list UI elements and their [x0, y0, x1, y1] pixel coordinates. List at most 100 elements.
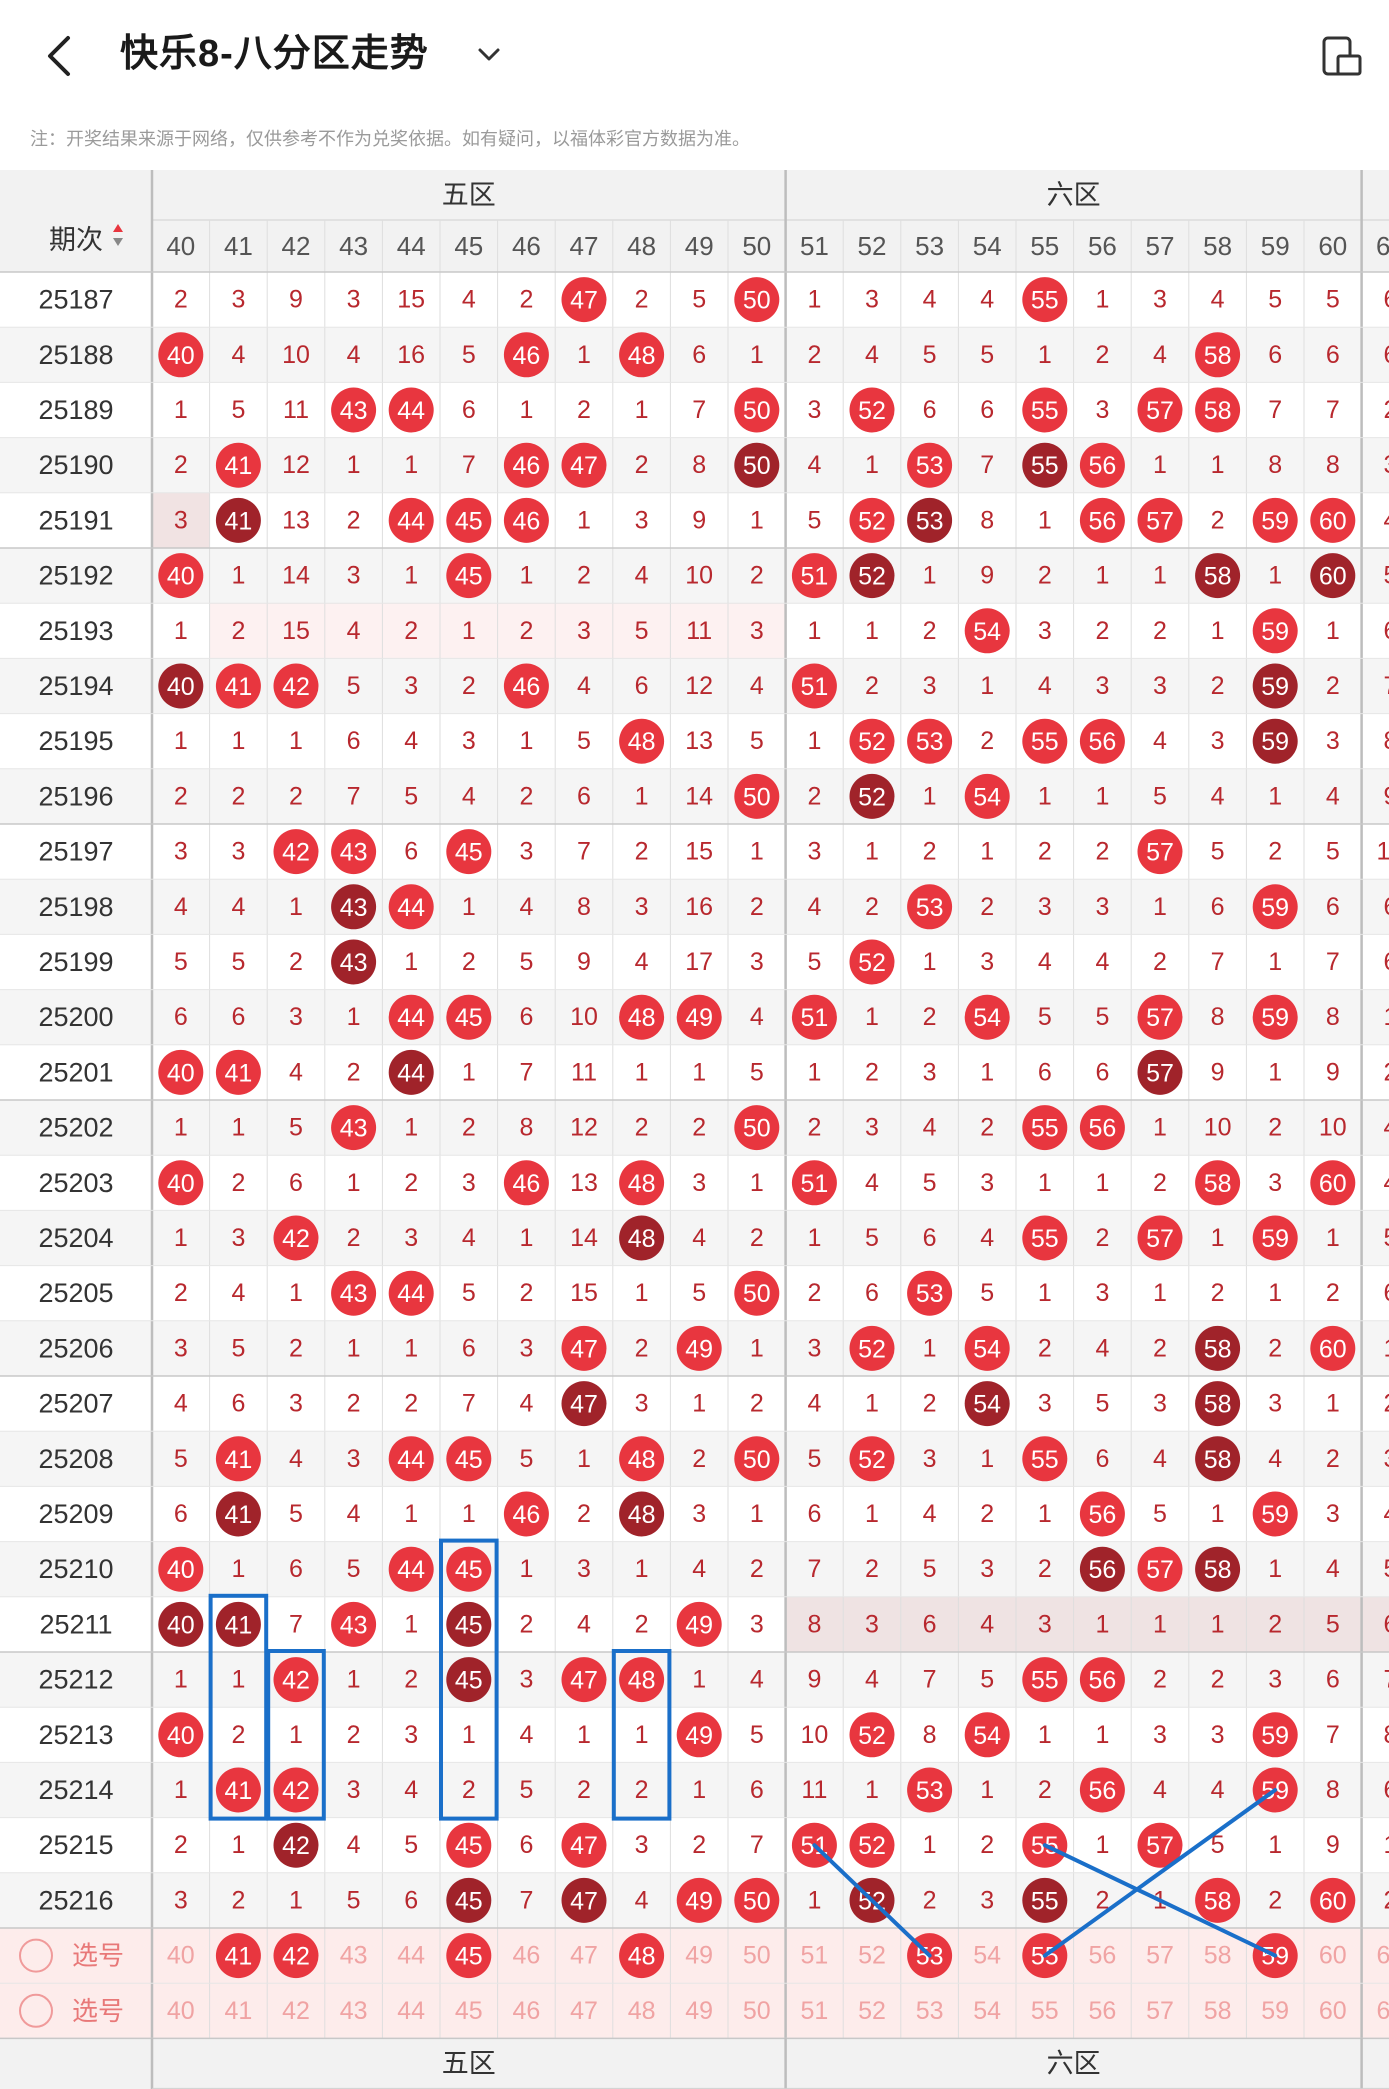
select-ball[interactable]: 44: [397, 1997, 425, 2025]
select-ball[interactable]: 57: [1146, 1942, 1174, 1970]
miss-count: 8: [1326, 451, 1340, 479]
select-ball[interactable]: 46: [512, 1942, 540, 1970]
select-ball[interactable]: 51: [800, 1942, 828, 1970]
miss-count: 1: [923, 782, 937, 810]
select-ball-number[interactable]: 42: [282, 1943, 310, 1971]
hit-ball: [158, 1049, 204, 1095]
sort-desc-icon[interactable]: [113, 238, 123, 246]
miss-count: 3: [347, 562, 361, 590]
select-radio[interactable]: [19, 1938, 53, 1973]
select-ball-number[interactable]: 41: [224, 1943, 252, 1971]
select-ball[interactable]: 53: [916, 1997, 944, 2025]
col-header-50: 50: [742, 231, 771, 261]
hit-ball-number: 56: [1088, 1115, 1116, 1143]
select-ball-number[interactable]: 45: [455, 1943, 483, 1971]
select-ball[interactable]: 43: [340, 1997, 368, 2025]
miss-count: 1: [1383, 1003, 1389, 1031]
miss-count: 12: [570, 1114, 598, 1142]
hit-ball-number: 48: [628, 1446, 656, 1474]
period-label: 25213: [38, 1720, 113, 1750]
select-ball[interactable]: 55: [1031, 1997, 1059, 2025]
miss-count: 2: [1268, 1334, 1282, 1362]
select-ball[interactable]: 46: [512, 1997, 540, 2025]
select-ball[interactable]: 50: [743, 1997, 771, 2025]
select-ball[interactable]: 47: [570, 1997, 598, 2025]
hit-ball-number: 52: [858, 1832, 886, 1860]
select-ball[interactable]: 52: [858, 1997, 886, 2025]
miss-count: 9: [807, 1666, 821, 1694]
miss-count: 1: [1038, 1721, 1052, 1749]
sort-asc-icon[interactable]: [113, 224, 123, 232]
miss-count: 1: [231, 1114, 245, 1142]
period-header[interactable]: 期次: [49, 225, 103, 255]
miss-count: 11: [571, 1058, 597, 1086]
miss-count: 8: [980, 506, 994, 534]
select-ball-selected[interactable]: [215, 1933, 261, 1979]
hit-ball-number: 51: [800, 673, 828, 701]
miss-count: 3: [1211, 1721, 1225, 1749]
select-row[interactable]: 选号40414243444546474849505152535455565758…: [19, 1933, 1389, 1979]
select-ball-selected[interactable]: [619, 1933, 665, 1979]
select-ball[interactable]: 54: [973, 1942, 1001, 1970]
hit-ball-number: 44: [397, 1059, 425, 1087]
miss-count: 3: [1268, 1666, 1282, 1694]
select-ball[interactable]: 60: [1319, 1997, 1347, 2025]
select-ball[interactable]: 40: [167, 1997, 195, 2025]
miss-count: 2: [865, 1555, 879, 1583]
select-ball[interactable]: 56: [1088, 1942, 1116, 1970]
miss-count: 4: [1095, 1334, 1109, 1362]
select-ball[interactable]: 49: [685, 1997, 713, 2025]
select-ball[interactable]: 57: [1146, 1997, 1174, 2025]
select-ball[interactable]: 50: [743, 1942, 771, 1970]
select-radio[interactable]: [19, 1993, 53, 2028]
miss-count: 3: [980, 1555, 994, 1583]
hit-ball: [1195, 387, 1241, 433]
select-ball[interactable]: 58: [1204, 1942, 1232, 1970]
select-ball[interactable]: 44: [397, 1942, 425, 1970]
annotation-line: [812, 1843, 932, 1958]
miss-count: 4: [289, 1058, 303, 1086]
hit-ball: [619, 718, 665, 764]
page-title[interactable]: 快乐8-八分区走势: [120, 33, 429, 75]
select-ball[interactable]: 59: [1261, 1997, 1289, 2025]
miss-count: 1: [231, 1666, 245, 1694]
select-ball[interactable]: 40: [167, 1942, 195, 1970]
chevron-down-icon[interactable]: [472, 40, 506, 70]
miss-count: 6: [231, 1390, 245, 1418]
select-ball-selected[interactable]: [273, 1933, 319, 1979]
table-row: 2521521424545647327515212551575191: [38, 1822, 1389, 1868]
select-ball[interactable]: 61: [1376, 1942, 1389, 1970]
select-ball[interactable]: 45: [455, 1997, 483, 2025]
select-ball[interactable]: 48: [628, 1997, 656, 2025]
miss-count: 4: [1038, 948, 1052, 976]
select-ball[interactable]: 41: [224, 1997, 252, 2025]
trend-table[interactable]: 期次 五区 六区 40 41 42 43 44 45 46 47 48 49 50 51 52 53 54 55 56…: [0, 170, 1389, 2089]
miss-count: 3: [174, 1886, 188, 1914]
hit-ball-number: 52: [858, 728, 886, 756]
hit-ball: [158, 663, 204, 709]
select-ball-selected[interactable]: [446, 1933, 492, 1979]
hit-ball: [619, 1657, 665, 1703]
select-ball[interactable]: 51: [800, 1997, 828, 2025]
select-ball[interactable]: 56: [1088, 1997, 1116, 2025]
miss-count: 3: [519, 1334, 533, 1362]
select-ball-number[interactable]: 48: [628, 1943, 656, 1971]
miss-count: 10: [1376, 838, 1389, 866]
select-ball[interactable]: 43: [340, 1942, 368, 1970]
miss-count: 2: [1095, 341, 1109, 369]
select-ball[interactable]: 54: [973, 1997, 1001, 2025]
select-ball[interactable]: 58: [1204, 1997, 1232, 2025]
select-ball[interactable]: 60: [1319, 1942, 1347, 1970]
select-ball[interactable]: 52: [858, 1942, 886, 1970]
annotation-box: [611, 1649, 672, 1821]
select-ball[interactable]: 42: [282, 1997, 310, 2025]
hit-ball: [964, 1381, 1010, 1427]
select-ball[interactable]: 47: [570, 1942, 598, 1970]
layout-toggle-icon[interactable]: [1320, 34, 1364, 78]
miss-count: 3: [980, 1169, 994, 1197]
back-arrow-icon[interactable]: [40, 30, 80, 82]
select-ball[interactable]: 61: [1376, 1997, 1389, 2025]
select-ball[interactable]: 49: [685, 1942, 713, 1970]
